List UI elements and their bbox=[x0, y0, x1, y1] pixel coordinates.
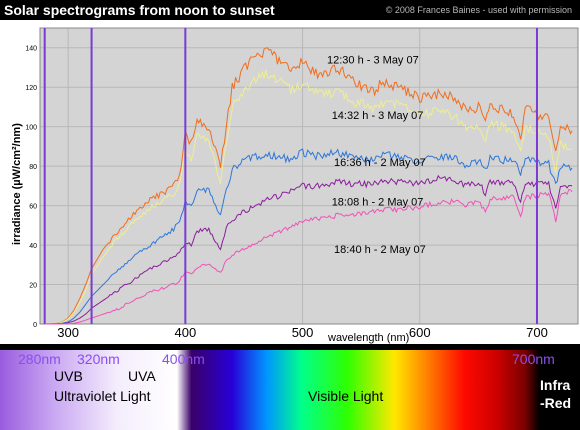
plot-area bbox=[40, 28, 578, 324]
series-label: 18:08 h - 2 May 07 bbox=[332, 197, 424, 209]
label-uvb: UVB bbox=[54, 368, 83, 384]
spectrum-strip: 280nm 320nm 400nm 700nm UVB UVA Ultravio… bbox=[0, 344, 580, 430]
y-tick-label: 120 bbox=[25, 85, 37, 92]
label-infra: Infra bbox=[540, 377, 571, 393]
spectrum-gradient bbox=[0, 350, 580, 430]
series-annotations: 12:30 h - 3 May 07 14:32 h - 3 May 07 16:3… bbox=[327, 55, 426, 256]
y-tick-label: 80 bbox=[29, 164, 37, 171]
chart-title: Solar spectrograms from noon to sunset bbox=[4, 2, 275, 18]
plot-border bbox=[39, 27, 579, 325]
y-tick-label: 20 bbox=[29, 283, 37, 290]
label-infra-red: -Red bbox=[540, 395, 572, 411]
y-tick-label: 100 bbox=[25, 125, 37, 132]
label-ultraviolet: Ultraviolet Light bbox=[54, 388, 151, 404]
axis-ticks: 0 20 40 60 80 100 120 140 300 400 500 600 700 bbox=[25, 46, 548, 340]
copyright-credit: © 2008 Frances Baines - used with permis… bbox=[385, 5, 572, 15]
series-line bbox=[44, 47, 573, 325]
wavelength-markers bbox=[43, 28, 538, 324]
spectrogram-chart: 0 20 40 60 80 100 120 140 300 400 500 600 700 12:30 … bbox=[0, 20, 580, 344]
label-280nm: 280nm bbox=[18, 351, 61, 367]
series-label: 14:32 h - 3 May 07 bbox=[332, 110, 424, 122]
x-tick-label: 300 bbox=[57, 325, 79, 340]
series-line bbox=[44, 69, 573, 325]
label-400nm: 400nm bbox=[162, 351, 205, 367]
series-line bbox=[44, 189, 573, 325]
y-tick-label: 60 bbox=[29, 204, 37, 211]
x-tick-label: 700 bbox=[526, 325, 548, 340]
label-uva: UVA bbox=[128, 368, 156, 384]
label-visible-light: Visible Light bbox=[308, 388, 384, 404]
y-axis-label: irradiance (µW/cm²/nm) bbox=[11, 123, 23, 245]
label-320nm: 320nm bbox=[77, 351, 120, 367]
title-bar: Solar spectrograms from noon to sunset ©… bbox=[0, 0, 580, 20]
series-label: 16:36 h - 2 May 07 bbox=[334, 157, 426, 169]
x-tick-label: 500 bbox=[292, 325, 314, 340]
x-tick-label: 600 bbox=[409, 325, 431, 340]
x-tick-label: 400 bbox=[174, 325, 196, 340]
y-tick-label: 140 bbox=[25, 46, 37, 53]
series-lines bbox=[44, 47, 573, 325]
series-label: 12:30 h - 3 May 07 bbox=[327, 55, 419, 67]
spectrum-band bbox=[0, 350, 580, 430]
label-700nm: 700nm bbox=[512, 351, 555, 367]
series-label: 18:40 h - 2 May 07 bbox=[334, 244, 426, 256]
y-tick-label: 40 bbox=[29, 243, 37, 250]
series-line bbox=[44, 148, 573, 325]
y-tick-label: 0 bbox=[33, 322, 37, 329]
x-axis-label: wavelength (nm) bbox=[327, 332, 409, 344]
series-line bbox=[44, 174, 573, 325]
